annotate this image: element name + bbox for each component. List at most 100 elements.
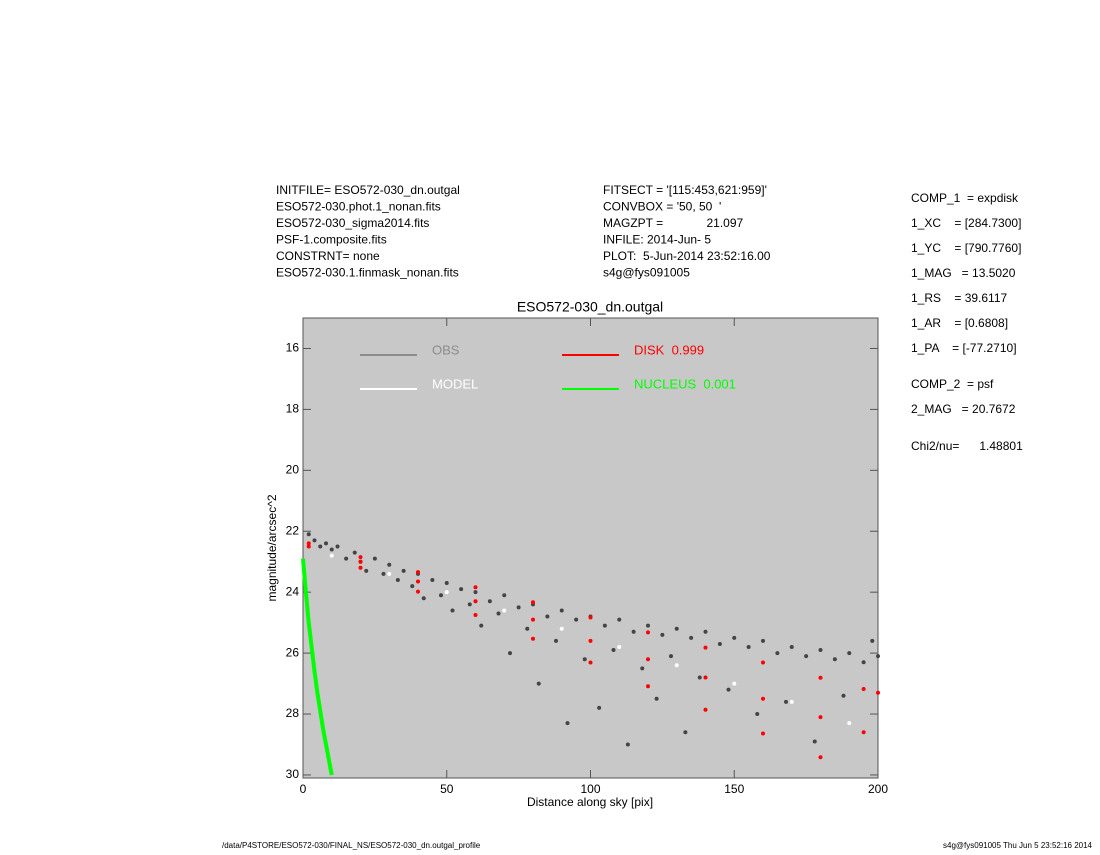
data-point [703,645,708,650]
data-point [516,605,521,610]
parameter-line: Chi2/nu= 1.48801 [911,439,1023,453]
header-line: INITFILE= ESO572-030_dn.outgal [276,183,460,197]
data-point [732,681,737,686]
data-point [329,553,334,558]
data-point [421,596,426,601]
x-tick-label: 100 [580,782,600,796]
y-tick-label: 22 [286,523,300,537]
y-tick-label: 28 [286,706,300,720]
data-point [818,675,823,680]
y-tick-label: 16 [286,341,300,355]
data-point [602,623,607,628]
data-point [870,638,875,643]
data-point [559,626,564,631]
data-point [312,538,317,543]
data-point [416,579,420,584]
data-point [631,629,636,634]
data-point [335,544,340,549]
data-point [536,681,541,686]
data-point [761,696,765,701]
data-point [450,608,455,613]
header-line: ESO572-030_sigma2014.fits [276,216,429,230]
data-point [545,614,550,619]
chart-title: ESO572-030_dn.outgal [517,299,663,315]
data-point [775,651,780,656]
data-point [812,739,817,744]
data-point [496,611,501,616]
data-point [818,755,823,760]
data-point [502,608,507,613]
data-point [306,544,311,549]
parameter-line: COMP_2 = psf [911,377,994,391]
data-point [818,648,823,653]
data-point [410,584,415,589]
data-point [625,742,630,747]
data-point [473,590,478,595]
data-point [444,590,449,595]
data-point [416,589,420,594]
data-point [554,638,558,643]
header-line: CONSTRNT= none [276,249,380,263]
x-tick-label: 50 [440,782,454,796]
plot-area [302,317,879,779]
data-point [473,599,478,604]
data-point [861,730,866,735]
data-point [761,731,765,736]
footer-right: s4g@fys091005 Thu Jun 5 23:52:16 2014 [943,841,1093,850]
y-tick-label: 18 [286,402,300,416]
data-point [416,570,420,575]
legend-label: MODEL [432,376,478,391]
parameter-line: COMP_1 = expdisk [911,191,1019,205]
data-point [531,617,535,622]
legend-label: DISK 0.999 [634,342,704,357]
data-point [789,645,794,650]
data-point [847,651,852,656]
header-line: FITSECT = '[115:453,621:959]' [603,183,767,197]
header-line: PSF-1.composite.fits [276,233,387,247]
data-point [324,541,328,546]
data-point [697,675,702,680]
data-point [674,626,679,631]
x-axis-label: Distance along sky [pix] [527,795,653,809]
header-line: PLOT: 5-Jun-2014 23:52:16.00 [603,249,771,263]
header-line: INFILE: 2014-Jun- 5 [603,233,711,247]
data-point [444,581,449,586]
data-point [611,648,616,653]
legend-label: NUCLEUS 0.001 [634,376,736,391]
data-point [703,675,708,680]
data-point [726,687,731,692]
data-point [372,556,377,561]
data-point [531,600,535,605]
data-point [761,660,765,665]
data-point [559,608,564,613]
data-point [344,556,349,561]
data-point [804,654,809,659]
data-point [640,666,645,671]
data-point [358,565,363,570]
y-axis-label: magnitude/arcsec^2 [265,494,279,601]
data-point [789,699,794,704]
header-line: s4g@fys091005 [603,266,690,280]
data-point [358,555,363,560]
data-point [717,641,722,646]
data-point [876,690,880,695]
data-point [387,571,392,576]
data-point [395,577,400,582]
data-point [502,593,507,598]
x-tick-label: 200 [868,782,888,796]
header-line: MAGZPT = 21.097 [603,216,743,230]
data-point [381,571,386,576]
data-point [689,635,694,640]
header-line: ESO572-030.1.finmask_nonan.fits [276,266,459,280]
data-point [582,657,587,662]
data-point [430,577,435,582]
data-point [597,705,602,710]
data-point [352,550,357,555]
header-line: CONVBOX = '50, 50 ' [603,200,721,214]
series-line [301,558,334,776]
data-point [617,645,622,650]
data-point [746,645,751,650]
y-tick-label: 26 [286,645,300,659]
data-point [683,730,688,735]
